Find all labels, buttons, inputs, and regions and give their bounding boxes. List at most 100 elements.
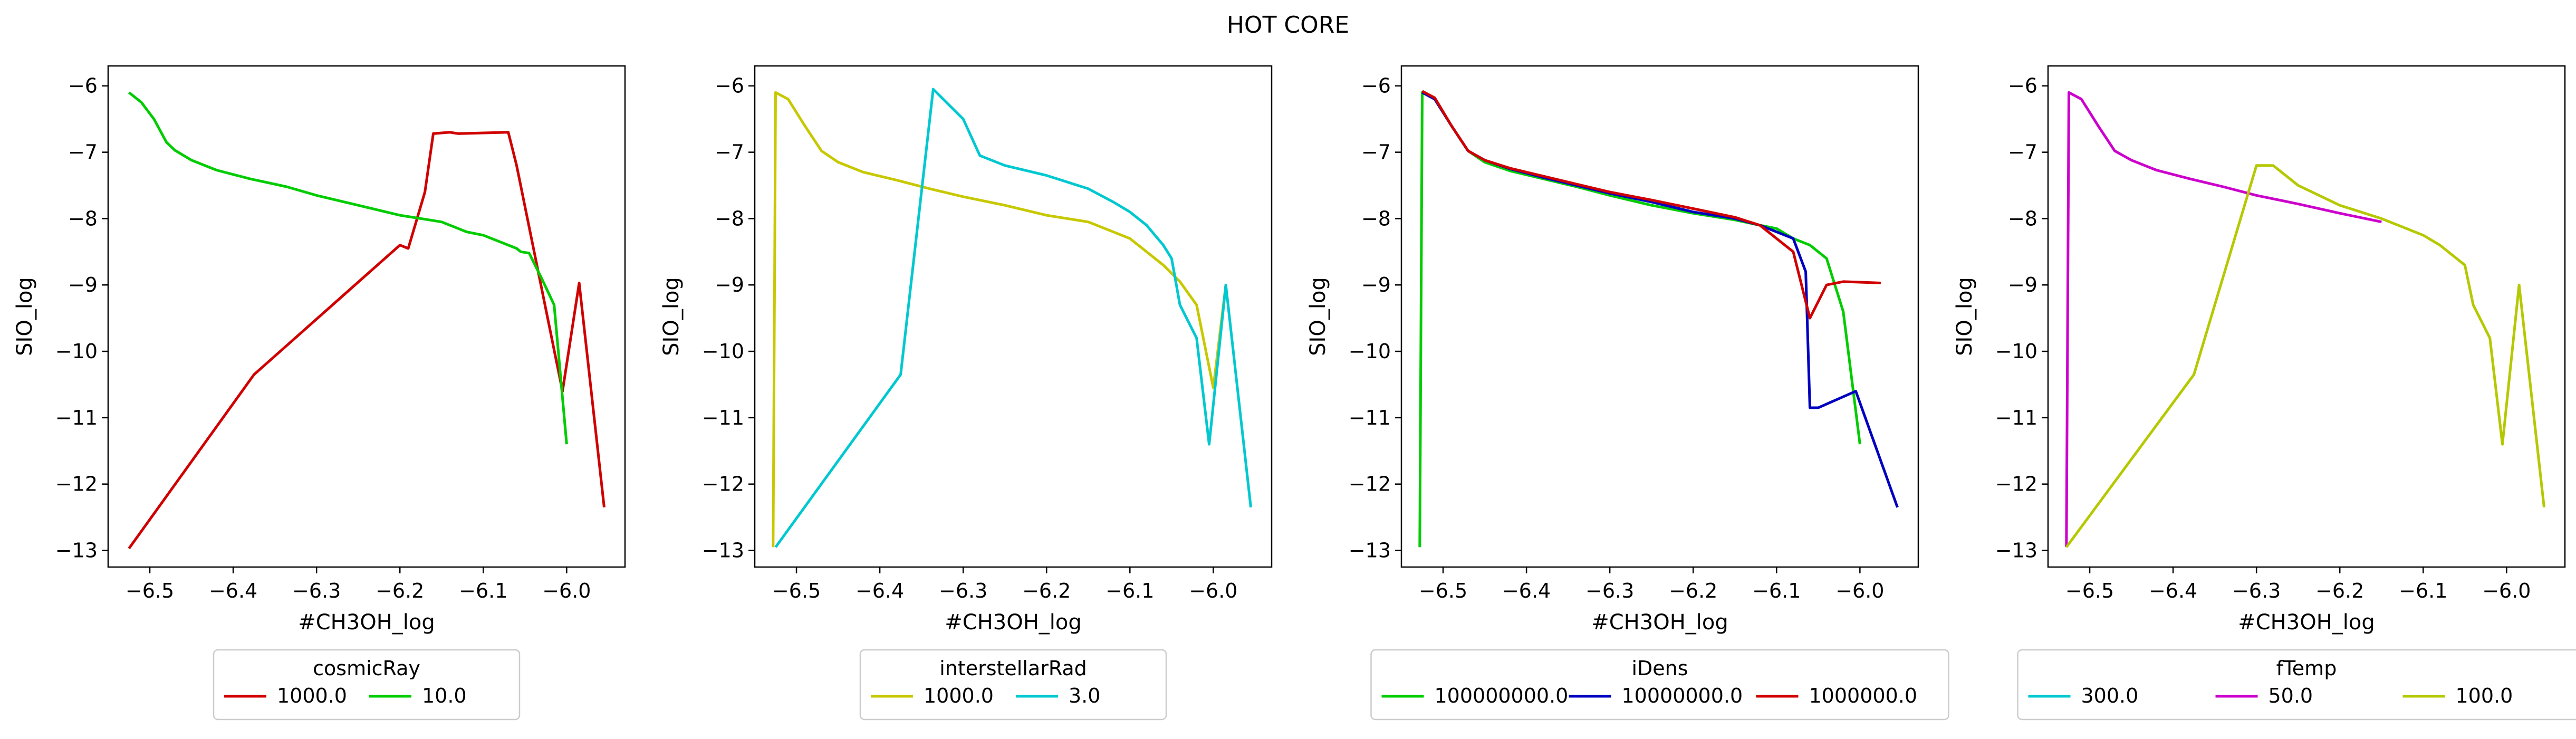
- axes-frame: [1400, 65, 1919, 568]
- x-tick-label: −6.1: [2399, 579, 2447, 602]
- subplot-1: −6.5 −6.4 −6.3 −6.2 −6.1 −6.0 −13 −12 −11 −10 −9 −8…: [13, 65, 626, 721]
- legend-title: iDens: [1631, 657, 1688, 680]
- series-line-1-2: [128, 91, 568, 445]
- x-axis-label: #CH3OH_log: [1591, 610, 1728, 635]
- y-tick-label: −7: [715, 141, 744, 164]
- x-tick-label: −6.0: [1189, 579, 1237, 602]
- legend: cosmicRay 1000.0 10.0: [213, 649, 521, 721]
- legend-label: 100.0: [2456, 684, 2513, 707]
- subplots: −6.5 −6.4 −6.3 −6.2 −6.1 −6.0 −13 −12 −11 −10 −9 −8…: [13, 65, 2576, 721]
- series-line-3-3: [1421, 90, 1881, 320]
- x-tick-label: −6.1: [459, 579, 507, 602]
- y-tick-label: −6: [1361, 74, 1391, 98]
- legend-label: 1000.0: [277, 684, 347, 707]
- y-tick-label: −7: [2008, 141, 2037, 164]
- legend-label: 300.0: [2081, 684, 2139, 707]
- plot-area: [128, 91, 605, 550]
- y-tick-label: −8: [2008, 207, 2037, 230]
- y-tick-label: −9: [1361, 273, 1391, 296]
- axes-frame: [754, 65, 1273, 568]
- legend: fTemp 300.0 50.0 100.0: [2017, 649, 2576, 721]
- y-axis-label: SIO_log: [13, 277, 37, 356]
- y-tick-label: −11: [1995, 406, 2037, 429]
- x-tick-label: −6.3: [1585, 579, 1634, 602]
- x-tick-label: −6.1: [1752, 579, 1801, 602]
- legend-label: 10.0: [422, 684, 467, 707]
- y-tick-label: −8: [1361, 207, 1391, 230]
- y-tick-label: −9: [715, 273, 744, 296]
- y-tick-label: −12: [1349, 473, 1391, 496]
- legend-label: 1000.0: [924, 684, 994, 707]
- series-line-1-1: [128, 131, 605, 550]
- x-axis-label: #CH3OH_log: [2238, 610, 2375, 635]
- x-tick-label: −6.5: [126, 579, 174, 602]
- plot-area: [2065, 91, 2545, 548]
- y-tick-label: −9: [2008, 273, 2037, 296]
- legend-label: 100000000.0: [1435, 684, 1569, 707]
- y-tick-label: −8: [68, 207, 98, 230]
- y-tick-label: −6: [2008, 74, 2037, 98]
- x-tick-label: −6.4: [856, 579, 904, 602]
- y-tick-label: −7: [68, 141, 98, 164]
- x-tick-label: −6.0: [1835, 579, 1884, 602]
- x-axis-label: #CH3OH_log: [298, 610, 435, 635]
- y-tick-label: −10: [55, 340, 98, 363]
- y-tick-label: −11: [1349, 406, 1391, 429]
- x-tick-label: −6.3: [939, 579, 987, 602]
- y-tick-label: −7: [1361, 141, 1391, 164]
- y-tick-label: −6: [68, 74, 98, 98]
- legend-box: [859, 649, 1167, 721]
- x-tick-label: −6.3: [2232, 579, 2281, 602]
- legend-label: 10000000.0: [1622, 684, 1743, 707]
- legend-title: fTemp: [2276, 657, 2337, 680]
- subplot-4: −6.5 −6.4 −6.3 −6.2 −6.1 −6.0 −13 −12 −11 −10 −9 −8…: [1953, 65, 2576, 721]
- legend: interstellarRad 1000.0 3.0: [859, 649, 1167, 721]
- figure-title: HOT CORE: [1227, 12, 1349, 39]
- x-tick-label: −6.1: [1106, 579, 1154, 602]
- subplot-3: −6.5 −6.4 −6.3 −6.2 −6.1 −6.0 −13 −12 −11 −10 −9 −8…: [1306, 65, 1949, 721]
- x-tick-label: −6.4: [209, 579, 257, 602]
- plot-area: [772, 88, 1252, 548]
- y-tick-label: −12: [55, 473, 98, 496]
- series-line-4-3: [2065, 164, 2545, 548]
- y-tick-label: −12: [1995, 473, 2037, 496]
- x-tick-label: −6.5: [2065, 579, 2114, 602]
- y-tick-label: −9: [68, 273, 98, 296]
- y-tick-label: −12: [702, 473, 744, 496]
- x-axis-label: #CH3OH_log: [945, 610, 1082, 635]
- legend-label: 50.0: [2269, 684, 2313, 707]
- y-tick-label: −8: [715, 207, 744, 230]
- x-tick-label: −6.2: [376, 579, 424, 602]
- legend-box: [213, 649, 521, 721]
- y-axis-label: SIO_log: [659, 277, 684, 356]
- x-tick-label: −6.2: [1022, 579, 1071, 602]
- series-line-2-1: [772, 91, 1227, 548]
- legend-box: [2017, 649, 2576, 721]
- x-tick-label: −6.0: [542, 579, 591, 602]
- plot-area: [1418, 90, 1899, 548]
- y-tick-label: −13: [1349, 539, 1391, 562]
- x-tick-label: −6.4: [2149, 579, 2197, 602]
- y-tick-label: −6: [715, 74, 744, 98]
- y-tick-label: −13: [1995, 539, 2037, 562]
- x-tick-label: −6.0: [2482, 579, 2531, 602]
- y-tick-label: −11: [702, 406, 744, 429]
- x-tick-label: −6.3: [292, 579, 341, 602]
- series-line-4-2: [2065, 91, 2382, 548]
- legend-title: cosmicRay: [313, 657, 420, 680]
- y-axis-label: SIO_log: [1953, 277, 1977, 356]
- y-tick-label: −11: [55, 406, 98, 429]
- x-tick-label: −6.2: [1669, 579, 1717, 602]
- subplot-2: −6.5 −6.4 −6.3 −6.2 −6.1 −6.0 −13 −12 −11 −10 −9 −8…: [659, 65, 1273, 721]
- y-tick-label: −10: [1995, 340, 2037, 363]
- legend-title: interstellarRad: [939, 657, 1087, 680]
- x-tick-label: −6.5: [1419, 579, 1467, 602]
- y-tick-label: −13: [55, 539, 98, 562]
- y-tick-label: −10: [702, 340, 744, 363]
- legend-label: 3.0: [1069, 684, 1100, 707]
- legend: iDens 100000000.0 10000000.0 1000000.0: [1370, 649, 1949, 721]
- x-tick-label: −6.4: [1502, 579, 1551, 602]
- legend-label: 1000000.0: [1809, 684, 1918, 707]
- axes-frame: [2047, 65, 2566, 568]
